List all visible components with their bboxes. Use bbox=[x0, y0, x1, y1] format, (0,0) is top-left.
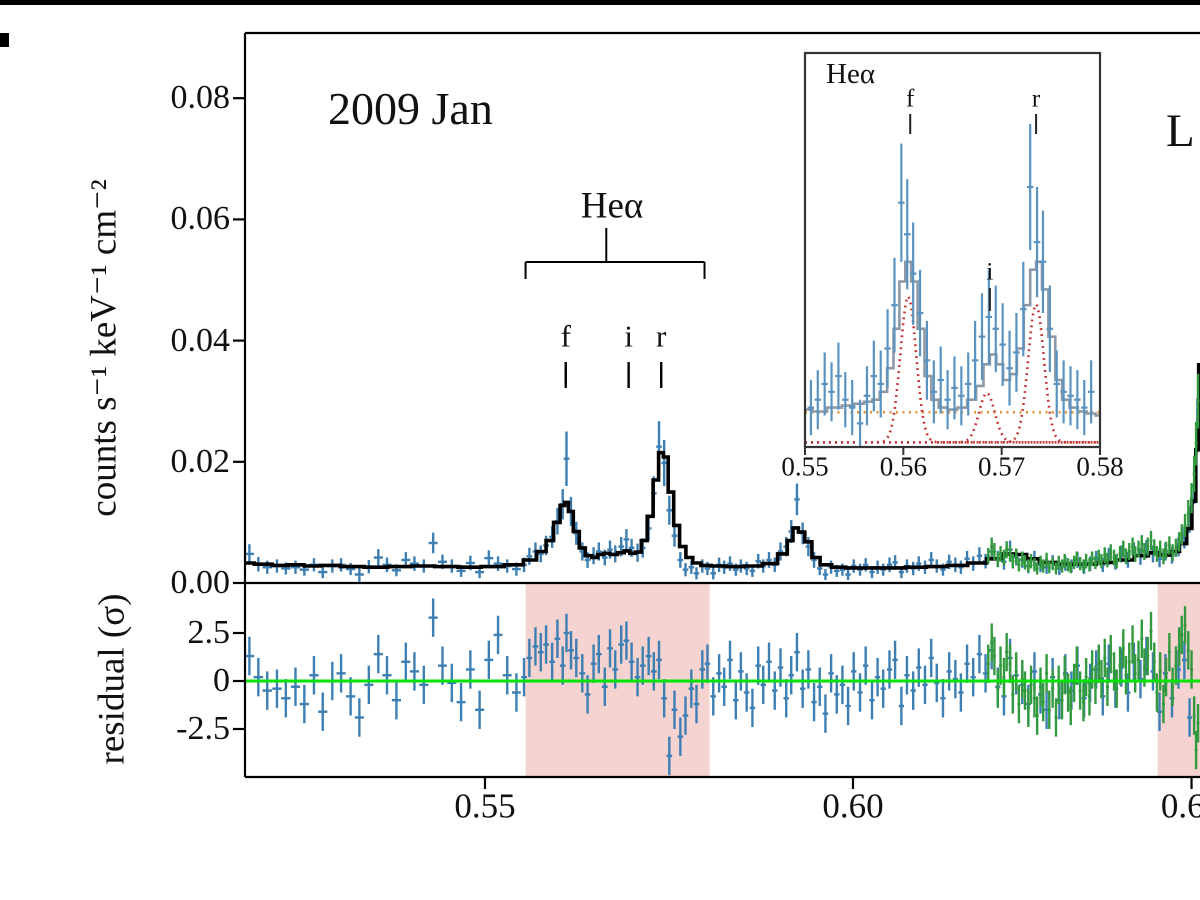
left-edge-mark bbox=[0, 33, 9, 47]
top-black-bar bbox=[0, 0, 1200, 5]
